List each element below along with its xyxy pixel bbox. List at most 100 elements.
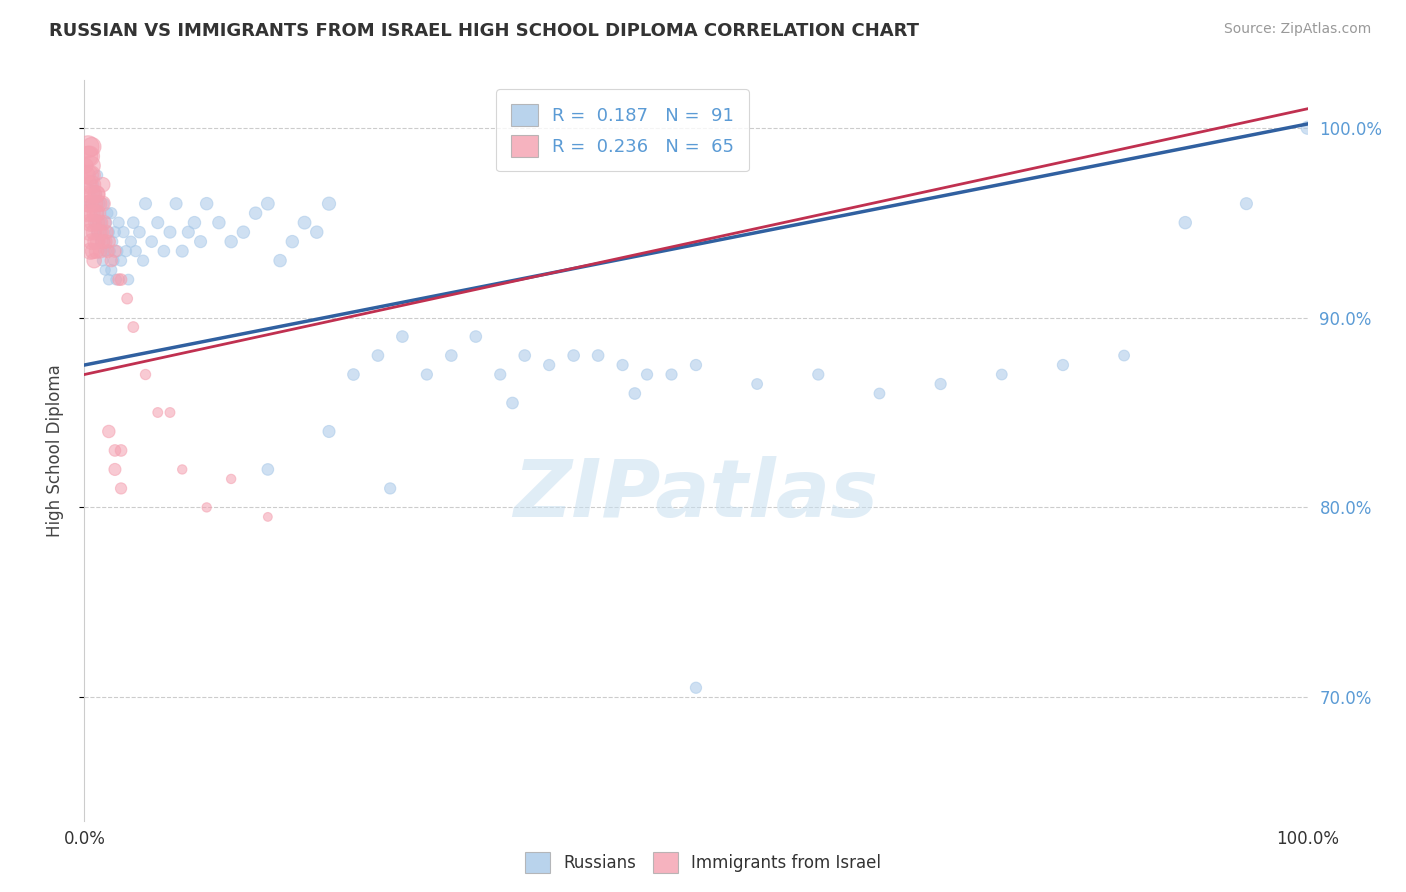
Point xyxy=(100,206,122,220)
Point xyxy=(110,443,132,458)
Point xyxy=(93,244,115,259)
Point xyxy=(219,472,242,486)
Point xyxy=(84,216,107,230)
Point xyxy=(141,235,163,249)
Point xyxy=(87,206,110,220)
Point xyxy=(165,196,187,211)
Point xyxy=(98,244,121,259)
Point xyxy=(96,216,118,230)
Point xyxy=(117,272,139,286)
Point xyxy=(77,178,100,192)
Point xyxy=(82,187,104,202)
Point xyxy=(83,253,105,268)
Point xyxy=(586,349,609,363)
Point xyxy=(90,216,112,230)
Point xyxy=(128,225,150,239)
Point xyxy=(91,178,114,192)
Point xyxy=(104,462,127,476)
Point xyxy=(97,425,120,439)
Point xyxy=(77,139,100,153)
Point xyxy=(636,368,658,382)
Point xyxy=(75,159,97,173)
Point xyxy=(86,187,108,202)
Point xyxy=(82,244,104,259)
Point xyxy=(464,329,486,343)
Point xyxy=(79,159,101,173)
Y-axis label: High School Diploma: High School Diploma xyxy=(45,364,63,537)
Point xyxy=(232,225,254,239)
Point xyxy=(80,178,103,192)
Point xyxy=(107,216,129,230)
Point xyxy=(685,358,707,372)
Point xyxy=(83,196,105,211)
Point xyxy=(125,244,148,259)
Point xyxy=(89,196,111,211)
Point xyxy=(79,187,101,202)
Point xyxy=(991,368,1014,382)
Point xyxy=(929,377,952,392)
Point xyxy=(807,368,830,382)
Point xyxy=(97,235,120,249)
Point xyxy=(342,368,364,382)
Point xyxy=(318,425,340,439)
Point xyxy=(94,235,117,249)
Point xyxy=(105,244,128,259)
Point xyxy=(91,225,114,239)
Point xyxy=(79,168,101,182)
Point xyxy=(110,253,132,268)
Point xyxy=(105,272,128,286)
Point xyxy=(79,216,101,230)
Point xyxy=(89,235,111,249)
Point xyxy=(82,216,104,230)
Point xyxy=(115,292,138,306)
Point xyxy=(195,196,218,211)
Text: RUSSIAN VS IMMIGRANTS FROM ISRAEL HIGH SCHOOL DIPLOMA CORRELATION CHART: RUSSIAN VS IMMIGRANTS FROM ISRAEL HIGH S… xyxy=(49,22,920,40)
Point xyxy=(86,225,108,239)
Text: ZIPatlas: ZIPatlas xyxy=(513,456,879,534)
Point xyxy=(83,178,105,192)
Point xyxy=(513,349,536,363)
Point xyxy=(172,462,194,476)
Point xyxy=(86,187,108,202)
Point xyxy=(562,349,585,363)
Point xyxy=(77,225,100,239)
Point xyxy=(122,320,145,334)
Point xyxy=(83,225,105,239)
Point xyxy=(91,196,114,211)
Point xyxy=(80,235,103,249)
Point xyxy=(132,253,155,268)
Point xyxy=(100,253,122,268)
Point xyxy=(159,405,181,419)
Point xyxy=(87,206,110,220)
Point xyxy=(77,149,100,163)
Point xyxy=(97,244,120,259)
Point xyxy=(257,196,280,211)
Point xyxy=(747,377,769,392)
Point xyxy=(195,500,218,515)
Point xyxy=(135,196,157,211)
Point xyxy=(172,244,194,259)
Point xyxy=(120,235,142,249)
Point xyxy=(101,235,124,249)
Point xyxy=(87,196,110,211)
Point xyxy=(190,235,212,249)
Point xyxy=(538,358,561,372)
Point xyxy=(76,168,98,182)
Point xyxy=(93,216,115,230)
Point xyxy=(177,225,200,239)
Point xyxy=(685,681,707,695)
Legend: R =  0.187   N =  91, R =  0.236   N =  65: R = 0.187 N = 91, R = 0.236 N = 65 xyxy=(496,89,749,171)
Point xyxy=(110,272,132,286)
Point xyxy=(96,244,118,259)
Point xyxy=(502,396,524,410)
Point xyxy=(281,235,304,249)
Point xyxy=(86,216,108,230)
Point xyxy=(1114,349,1136,363)
Point xyxy=(318,196,340,211)
Point xyxy=(80,206,103,220)
Point xyxy=(1174,216,1197,230)
Point xyxy=(869,386,891,401)
Point xyxy=(100,263,122,277)
Point xyxy=(90,225,112,239)
Point xyxy=(1052,358,1074,372)
